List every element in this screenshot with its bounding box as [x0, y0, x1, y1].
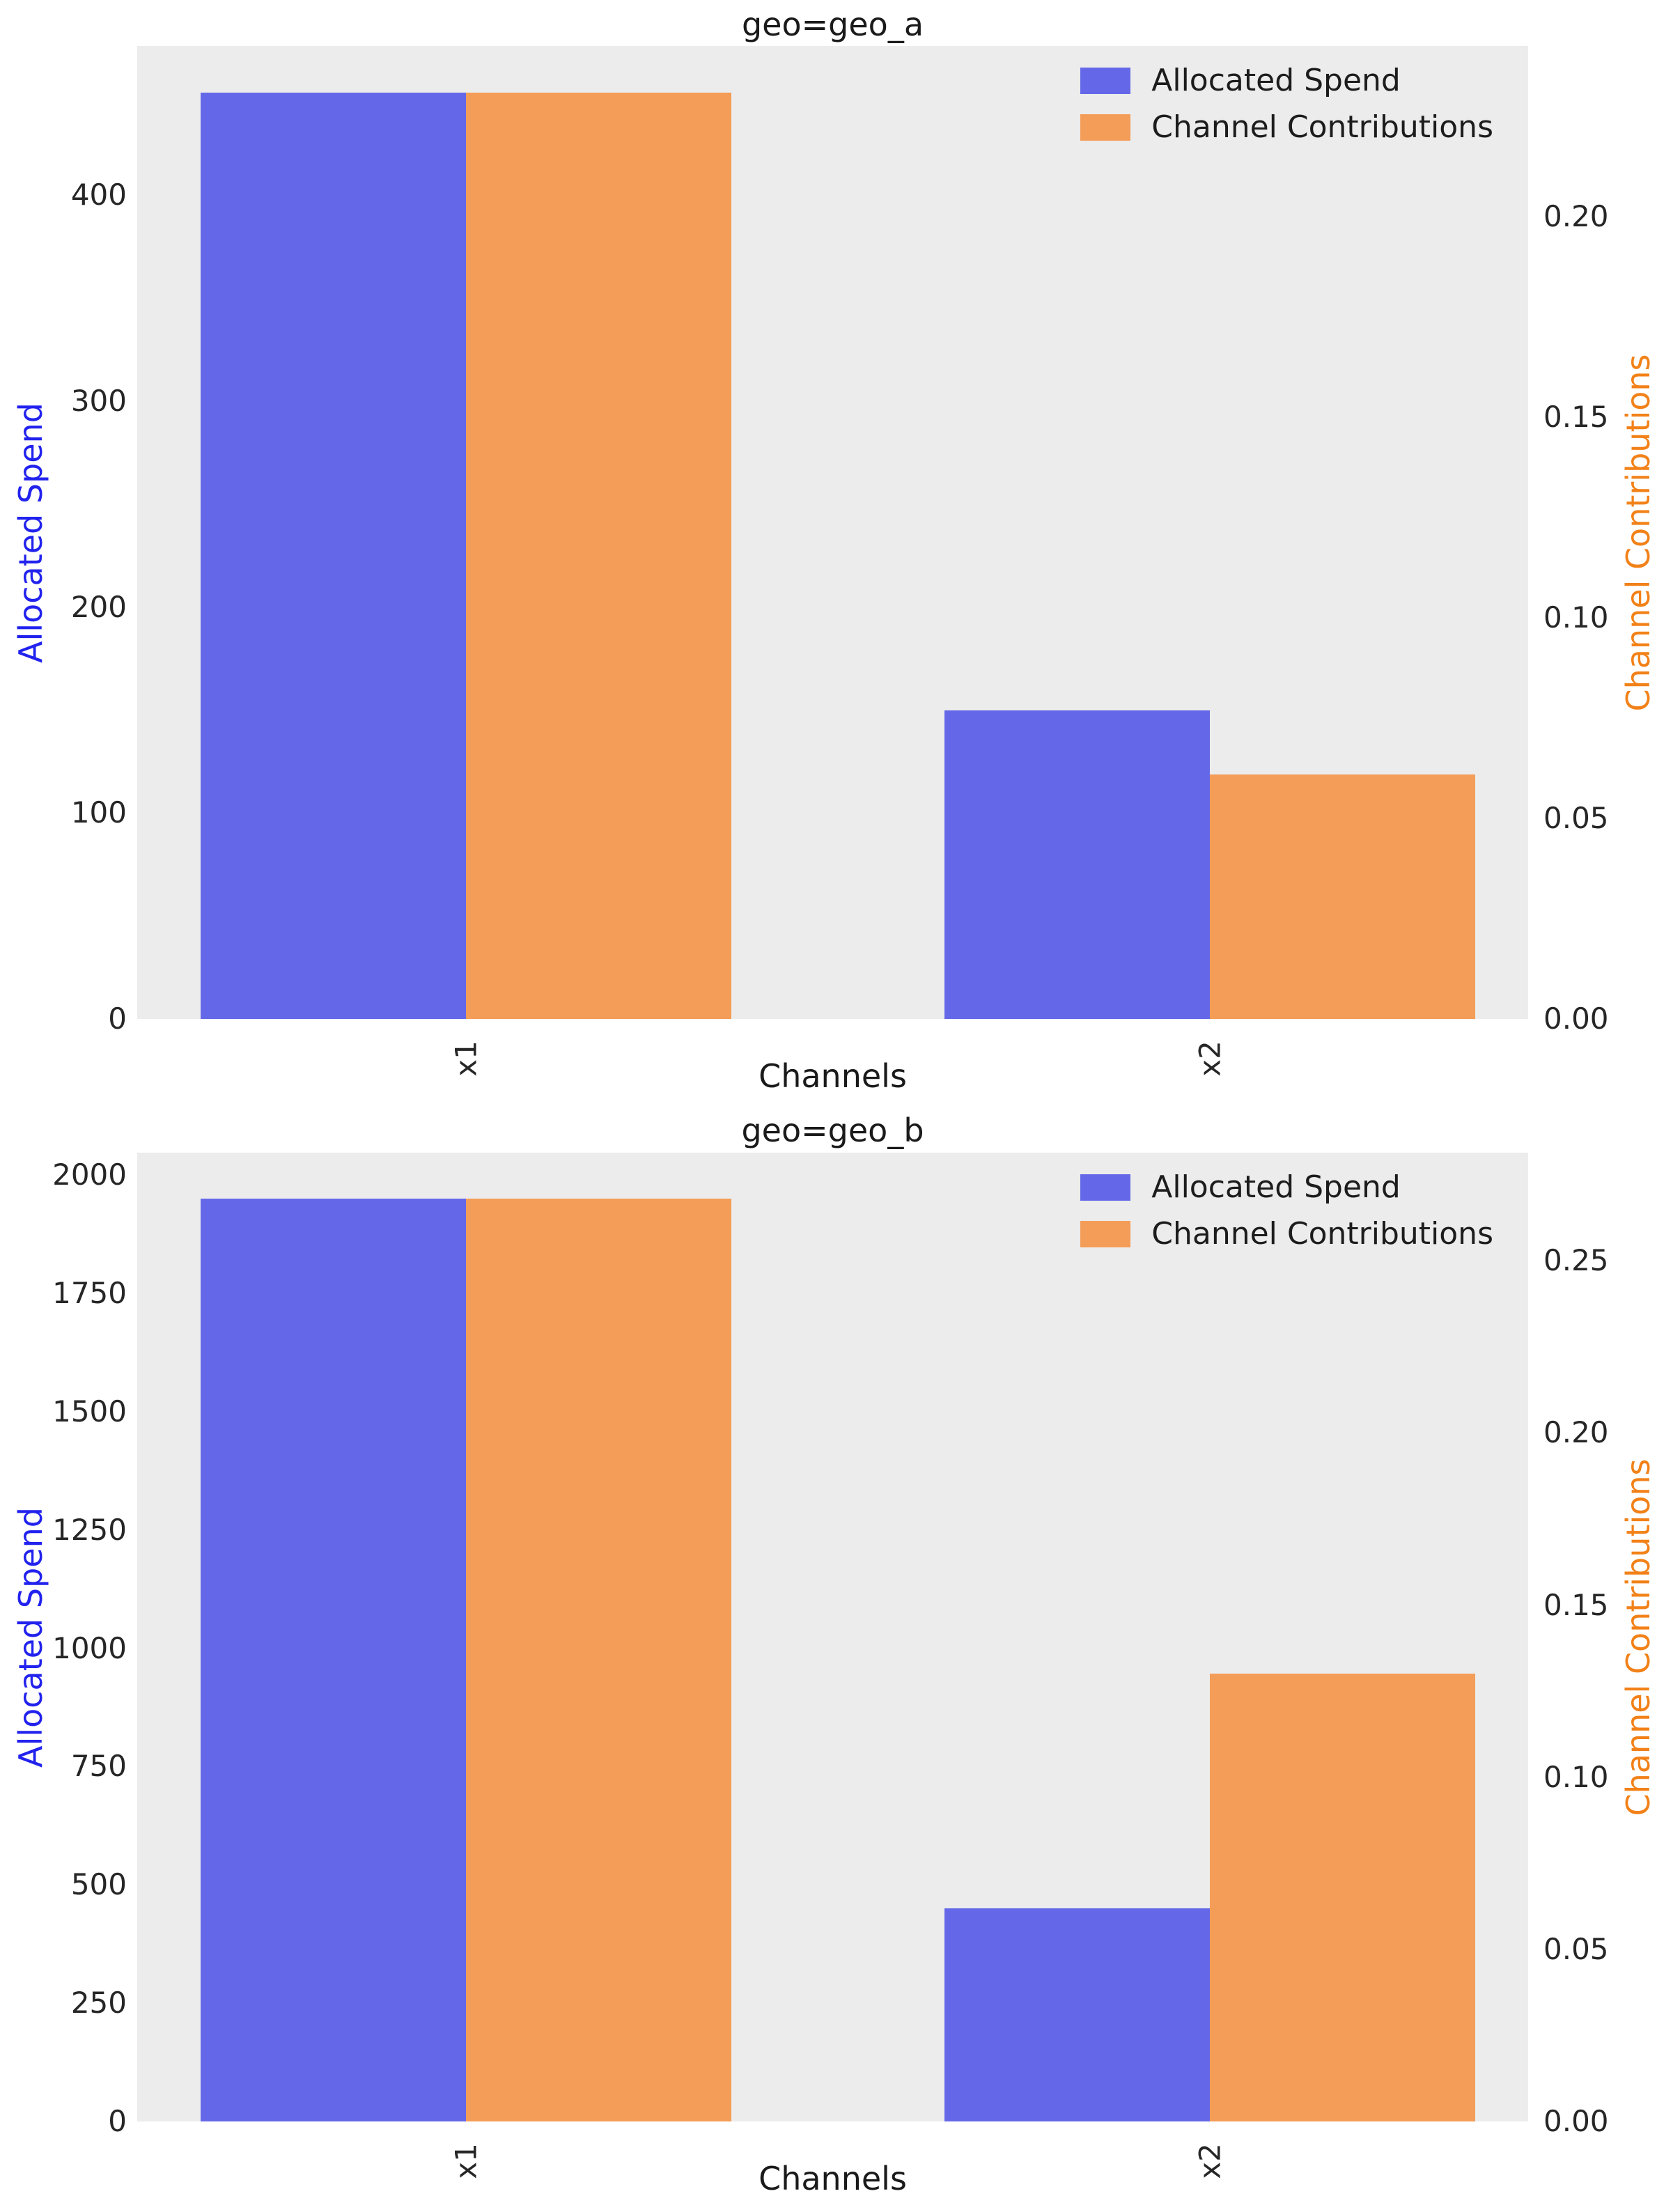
legend-label: Channel Contributions	[1151, 109, 1493, 145]
legend-swatch-channel-contributions	[1080, 1220, 1131, 1247]
legend-swatch-allocated-spend	[1080, 1174, 1131, 1201]
plot-area: Allocated Spend Channel Contributions	[137, 1153, 1528, 2121]
chart-title: geo=geo_b	[741, 1112, 924, 1149]
legend-swatch-allocated-spend	[1080, 67, 1131, 94]
legend: Allocated Spend Channel Contributions	[1080, 1169, 1493, 1252]
legend-item-allocated-spend: Allocated Spend	[1080, 63, 1493, 98]
x-axis-label: Channels	[759, 2160, 907, 2197]
left-axis-label: Allocated Spend	[12, 402, 49, 663]
chart-geo-b: geo=geo_b Allocated Spend Channel Contri…	[0, 1106, 1657, 2212]
right-tick-label: 0.20	[1543, 1415, 1609, 1450]
legend: Allocated Spend Channel Contributions	[1080, 63, 1493, 145]
legend-label: Allocated Spend	[1151, 1169, 1401, 1205]
right-tick-label: 0.00	[1543, 1002, 1609, 1036]
legend-label: Channel Contributions	[1151, 1216, 1493, 1252]
legend-item-channel-contributions: Channel Contributions	[1080, 109, 1493, 145]
bar-x1-allocated-spend	[201, 1199, 467, 2121]
left-tick-label: 400	[70, 178, 127, 212]
x-axis-label: Channels	[759, 1057, 907, 1095]
legend-item-allocated-spend: Allocated Spend	[1080, 1169, 1493, 1205]
bar-x2-channel-contributions	[1210, 774, 1476, 1019]
left-tick-label: 300	[70, 384, 127, 419]
right-tick-label: 0.25	[1543, 1243, 1609, 1278]
left-tick-label: 1250	[52, 1512, 127, 1547]
left-tick-label: 200	[70, 589, 127, 624]
left-tick-label: 1750	[52, 1276, 127, 1311]
x-tick-label: x2	[1192, 2143, 1227, 2179]
bar-x2-allocated-spend	[944, 1908, 1211, 2121]
right-tick-label: 0.00	[1543, 2104, 1609, 2138]
left-tick-label: 750	[70, 1749, 127, 1784]
bar-x1-allocated-spend	[201, 92, 467, 1019]
right-axis-label: Channel Contributions	[1619, 353, 1657, 712]
bar-x2-allocated-spend	[944, 710, 1211, 1019]
left-tick-label: 100	[70, 795, 127, 830]
right-tick-label: 0.10	[1543, 1759, 1609, 1794]
left-tick-label: 1500	[52, 1394, 127, 1428]
left-tick-label: 500	[70, 1867, 127, 1902]
legend-label: Allocated Spend	[1151, 63, 1401, 98]
left-tick-label: 1000	[52, 1630, 127, 1665]
bars-container	[137, 46, 1528, 1019]
left-tick-label: 0	[108, 1002, 127, 1036]
x-tick-label: x1	[449, 2143, 483, 2179]
legend-item-channel-contributions: Channel Contributions	[1080, 1216, 1493, 1252]
left-tick-label: 2000	[52, 1158, 127, 1192]
right-axis-label: Channel Contributions	[1619, 1458, 1657, 1816]
x-tick-label: x1	[449, 1041, 483, 1077]
right-tick-label: 0.20	[1543, 199, 1609, 234]
right-tick-label: 0.15	[1543, 1587, 1609, 1622]
bars-container	[137, 1153, 1528, 2121]
right-tick-label: 0.10	[1543, 600, 1609, 635]
right-tick-label: 0.05	[1543, 1931, 1609, 1966]
right-tick-label: 0.05	[1543, 801, 1609, 836]
left-axis-label: Allocated Spend	[12, 1506, 49, 1768]
bar-x1-channel-contributions	[466, 1199, 732, 2121]
bar-x2-channel-contributions	[1210, 1674, 1476, 2121]
chart-title: geo=geo_a	[741, 6, 924, 43]
bar-x1-channel-contributions	[466, 92, 732, 1019]
legend-swatch-channel-contributions	[1080, 114, 1131, 141]
left-tick-label: 250	[70, 1986, 127, 2020]
chart-geo-a: geo=geo_a Allocated Spend Channel Contri…	[12, 6, 1657, 1095]
plot-area: Allocated Spend Channel Contributions	[137, 46, 1528, 1019]
left-tick-label: 0	[108, 2104, 127, 2138]
right-tick-label: 0.15	[1543, 400, 1609, 435]
x-tick-label: x2	[1192, 1041, 1227, 1077]
